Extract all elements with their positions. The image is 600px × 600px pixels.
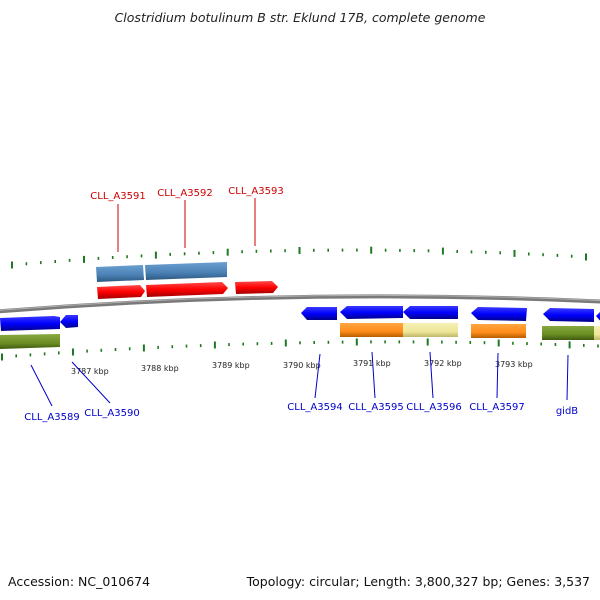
leader-line [496,352,499,399]
leader-line [71,361,111,404]
forward-gene-labels: CLL_A3591 CLL_A3592 CLL_A3593 [90,186,284,252]
gene-label-cll-a3590[interactable]: CLL_A3590 [84,408,139,419]
reverse-strand-genes [0,306,600,331]
leader-line [371,351,376,399]
orange-feature-2[interactable] [471,324,526,338]
gene-arrow-cll-a3590[interactable] [60,315,78,328]
gene-arrow-cll-a3597[interactable] [471,307,527,321]
reverse-gene-labels: CLL_A3589 CLL_A3590 CLL_A3594 CLL_A3595 … [24,351,578,423]
steelblue-track [96,262,227,282]
gene-arrow-partial[interactable] [596,310,600,323]
leader-line [429,351,434,399]
genome-summary-text: Topology: circular; Length: 3,800,327 bp… [246,574,590,589]
gene-label-cll-a3592[interactable]: CLL_A3592 [157,188,212,199]
olive-feature-1[interactable] [0,334,60,349]
gene-label-cll-a3597[interactable]: CLL_A3597 [469,402,524,413]
gene-label-cll-a3593[interactable]: CLL_A3593 [228,186,283,197]
steelblue-feature-1[interactable] [96,265,144,282]
gene-label-cll-a3595[interactable]: CLL_A3595 [348,402,403,413]
gene-label-gidb[interactable]: gidB [556,406,578,417]
steelblue-feature-2[interactable] [145,262,227,280]
leader-line [314,353,321,399]
genome-backbone [0,294,600,314]
map-title: Clostridium botulinum B str. Eklund 17B,… [114,10,486,25]
olive-feature-2[interactable] [542,326,594,340]
accession-text: Accession: NC_010674 [8,574,151,589]
khaki-feature-2[interactable] [594,326,600,340]
gene-arrow-cll-a3589[interactable] [0,316,60,331]
orange-feature-1[interactable] [340,323,403,337]
kbp-label: 3788 kbp [141,364,179,373]
gene-label-cll-a3591[interactable]: CLL_A3591 [90,191,145,202]
gene-label-cll-a3594[interactable]: CLL_A3594 [287,402,342,413]
gene-label-cll-a3589[interactable]: CLL_A3589 [24,412,79,423]
gene-arrow-cll-a3592[interactable] [146,282,228,297]
kbp-label: 3793 kbp [495,360,533,369]
orange-track [340,323,600,340]
lower-tick-marks [1,338,599,361]
kbp-label: 3787 kbp [71,367,109,376]
gene-arrow-cll-a3593[interactable] [235,281,278,294]
gene-arrow-gidb[interactable] [543,308,594,322]
gene-arrow-cll-a3591[interactable] [97,285,145,299]
gene-arrow-cll-a3594[interactable] [301,307,337,320]
kbp-label: 3789 kbp [212,361,250,370]
kbp-label: 3790 kbp [283,361,321,370]
gene-arrow-cll-a3595[interactable] [340,306,403,319]
khaki-feature-1[interactable] [403,323,458,337]
kbp-label: 3792 kbp [424,359,462,368]
gene-arrow-cll-a3596[interactable] [403,306,458,319]
forward-strand-genes [97,281,278,299]
olive-track [0,326,594,349]
leader-line [30,364,53,407]
genome-backbone-highlight [0,294,600,311]
upper-tick-marks [11,246,587,269]
kbp-scale: 3787 kbp 3788 kbp 3789 kbp 3790 kbp 3791… [71,359,533,376]
kbp-label: 3791 kbp [353,359,391,368]
gene-label-cll-a3596[interactable]: CLL_A3596 [406,402,461,413]
leader-line [566,354,569,401]
